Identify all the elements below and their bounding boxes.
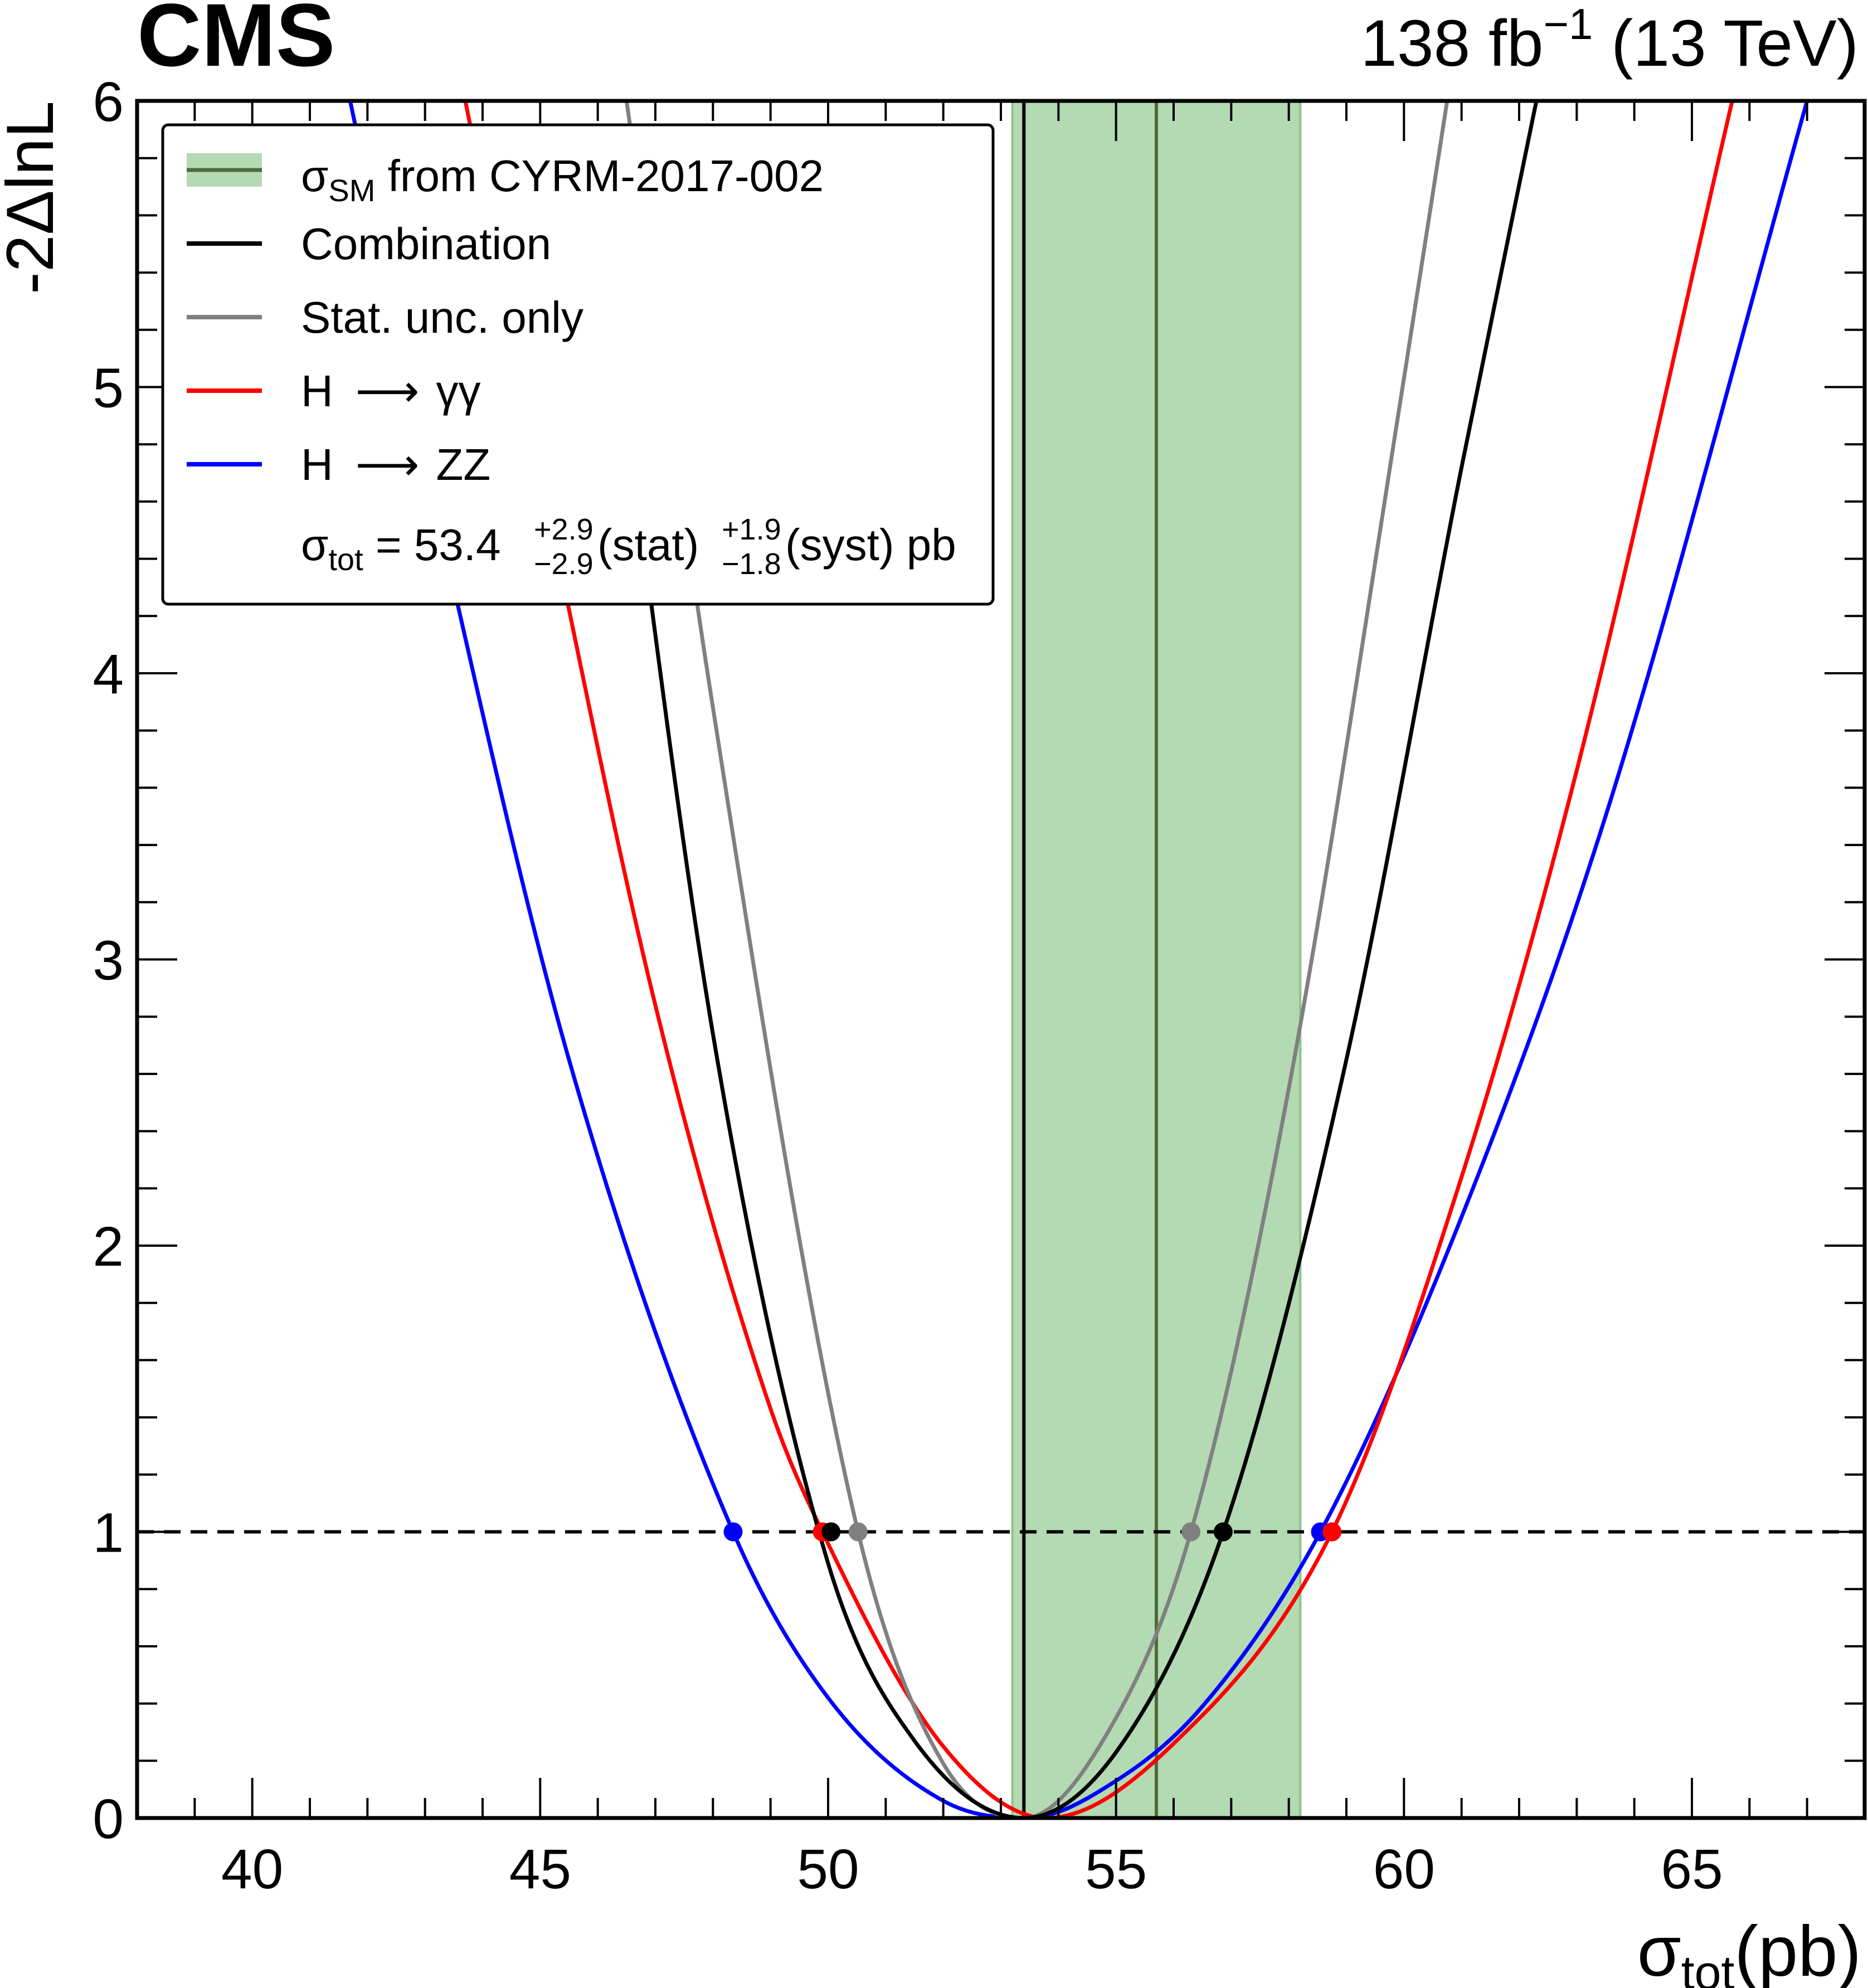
legend-sm-text: from CYRM-2017-002 <box>375 151 824 201</box>
luminosity-exponent: −1 <box>1543 0 1593 48</box>
crossing-point-stat-only <box>848 1522 868 1542</box>
curve-stat-only <box>624 101 1449 1818</box>
x-tick-label: 40 <box>221 1838 283 1900</box>
legend-hgg-final: γγ <box>436 366 480 416</box>
y-axis-title: -2ΔlnL <box>0 101 67 294</box>
cms-label: CMS <box>137 0 335 85</box>
legend-stat-up: +2.9 <box>534 513 594 546</box>
legend-stat-word: (stat) <box>597 520 699 570</box>
x-axis-title: σtot(pb) <box>1637 1912 1861 1988</box>
y-tick-label: 2 <box>93 1216 124 1278</box>
x-tick-label: 50 <box>797 1838 859 1900</box>
legend-syst-up: +1.9 <box>722 513 781 546</box>
y-tick-label: 5 <box>93 357 124 420</box>
legend-stat-down: −2.9 <box>534 547 594 581</box>
y-tick-label: 4 <box>93 643 124 706</box>
x-axis-symbol: σ <box>1637 1912 1681 1988</box>
y-tick-label: 1 <box>93 1502 124 1564</box>
legend: σSM from CYRM-2017-002 Combination Stat.… <box>161 123 995 606</box>
x-tick-label: 45 <box>509 1838 571 1900</box>
crossing-point-combination <box>1213 1522 1233 1542</box>
legend-hgg-prefix: H <box>301 366 333 416</box>
y-tick-label: 3 <box>93 930 124 992</box>
y-tick-label: 0 <box>93 1788 124 1850</box>
legend-syst-down: −1.8 <box>722 547 781 581</box>
legend-combination-label: Combination <box>301 219 551 269</box>
crossing-point-hzz <box>723 1522 743 1542</box>
legend-hgg-arrow: ⟶ <box>356 366 420 416</box>
legend-result-symbol: σ <box>301 520 328 570</box>
curve-hgg <box>463 101 1734 1818</box>
legend-sm-label: σSM from CYRM-2017-002 <box>301 151 824 208</box>
legend-box <box>161 123 995 606</box>
curve-combination <box>596 101 1539 1818</box>
legend-hzz-prefix: H <box>301 440 333 489</box>
legend-hgg-label: H ⟶ γγ <box>301 366 480 416</box>
x-axis-unit: (pb) <box>1734 1912 1861 1988</box>
legend-sm-subscript: SM <box>328 173 375 208</box>
legend-result-value: = 53.4 <box>363 520 501 570</box>
y-tick-label: 6 <box>93 71 124 133</box>
legend-sm-symbol: σ <box>301 151 328 201</box>
luminosity-value: 138 fb <box>1360 7 1543 80</box>
luminosity-label: 138 fb−1 (13 TeV) <box>1360 0 1859 80</box>
legend-stat-only-label: Stat. unc. only <box>301 293 583 342</box>
x-tick-label: 55 <box>1085 1838 1147 1900</box>
energy-label: (13 TeV) <box>1593 7 1859 80</box>
x-axis-subscript: tot <box>1681 1946 1735 1988</box>
x-tick-label: 65 <box>1661 1838 1723 1900</box>
legend-hzz-label: H ⟶ ZZ <box>301 440 490 489</box>
crossing-point-stat-only <box>1181 1522 1200 1542</box>
legend-result-subscript: tot <box>328 542 363 577</box>
curve-hzz <box>348 101 1809 1818</box>
crossing-point-combination <box>821 1522 841 1542</box>
crossing-point-hgg <box>1322 1522 1342 1542</box>
legend-hzz-arrow: ⟶ <box>356 440 420 489</box>
x-tick-label: 60 <box>1373 1838 1435 1900</box>
legend-hzz-final: ZZ <box>436 440 490 489</box>
legend-syst-word: (syst) pb <box>785 520 956 570</box>
legend-result-label: σtot = 53.4 <box>301 520 501 577</box>
